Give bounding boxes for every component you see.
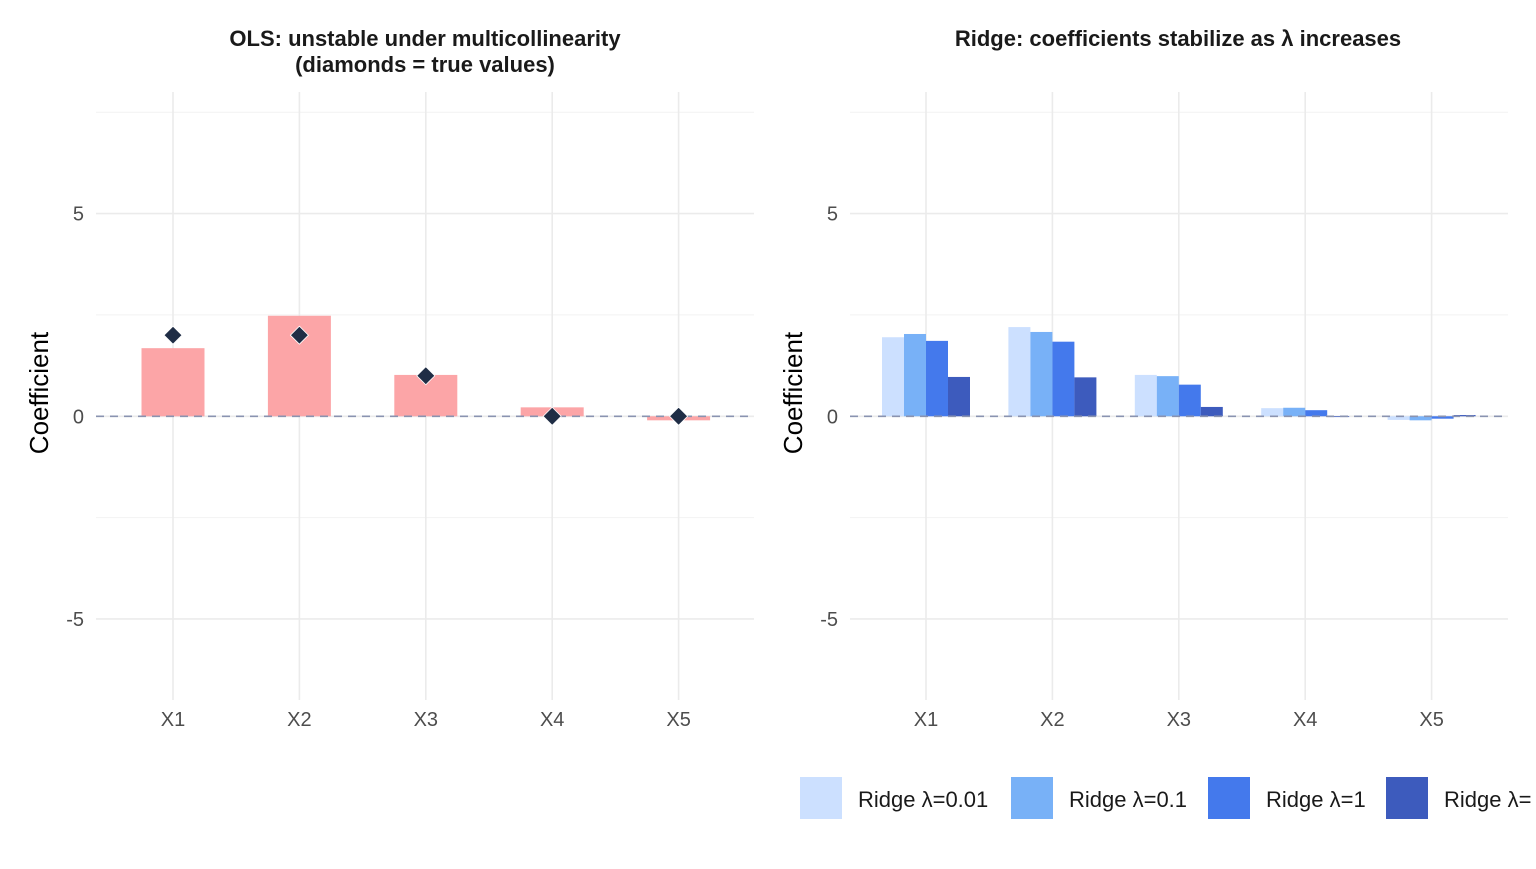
bar [948,376,970,417]
bar [1200,406,1223,417]
bar [1453,415,1476,417]
bar [904,333,926,417]
true-value-diamond [542,406,562,426]
y-tick-label: 0 [73,406,84,428]
x-tick-label: X2 [287,709,311,731]
bar [1261,408,1284,417]
ols-panel-subtitle: (diamonds = true values) [295,52,555,77]
bar [1156,376,1179,417]
ridge-tick-labels: -5 0 5 X1 X2 X3 X4 X5 [820,204,1444,731]
bar [926,340,948,417]
ridge-legend: Ridge λ=0.01 Ridge λ=0.1 Ridge λ=1 Ridge λ= [800,777,1531,819]
x-tick-label: X2 [1040,709,1064,731]
x-tick-label: X3 [414,709,438,731]
bar [1134,374,1157,417]
ols-tick-labels: -5 0 5 X1 X2 X3 X4 X5 [66,204,691,731]
bar [1305,410,1328,417]
legend-swatch [1011,777,1053,819]
x-tick-label: X1 [161,709,185,731]
legend-swatch [1386,777,1428,819]
true-value-diamond [669,406,689,426]
y-tick-label: 0 [827,406,838,428]
bar [1030,331,1053,417]
x-tick-label: X5 [666,709,690,731]
ols-panel-title: OLS: unstable under multicollinearity [229,26,621,51]
ols-panel: OLS: unstable under multicollinearity (d… [24,26,754,731]
legend-swatch [800,777,842,819]
legend-swatch [1208,777,1250,819]
y-tick-label: -5 [820,609,838,631]
ols-true-value-markers [163,325,689,426]
true-value-diamond [416,366,436,386]
y-tick-label: 5 [73,204,84,226]
y-tick-label: 5 [827,204,838,226]
bar [1178,384,1201,417]
legend-label: Ridge λ=1 [1266,787,1366,812]
x-tick-label: X4 [540,709,564,731]
legend-label: Ridge λ= [1444,787,1531,812]
y-tick-label: -5 [66,609,84,631]
bar [1074,377,1097,417]
bar [1283,407,1306,417]
true-value-diamond [289,325,309,345]
true-value-diamond [163,325,183,345]
ols-y-axis-title: Coefficient [24,331,54,454]
x-tick-label: X4 [1293,709,1317,731]
x-tick-label: X5 [1419,709,1443,731]
bar [1409,416,1432,421]
bar [1387,416,1410,420]
ridge-panel-title: Ridge: coefficients stabilize as λ incre… [955,26,1401,51]
bar [882,337,904,417]
x-tick-label: X3 [1167,709,1191,731]
bar [1327,416,1350,418]
bar [1431,416,1454,419]
legend-label: Ridge λ=0.1 [1069,787,1187,812]
ridge-panel: Ridge: coefficients stabilize as λ incre… [778,26,1508,731]
ridge-bars [882,327,1476,421]
bar [1052,341,1075,417]
bar [141,348,205,417]
x-tick-label: X1 [914,709,938,731]
bar [1008,327,1031,417]
legend-label: Ridge λ=0.01 [858,787,988,812]
ridge-y-axis-title: Coefficient [778,331,808,454]
